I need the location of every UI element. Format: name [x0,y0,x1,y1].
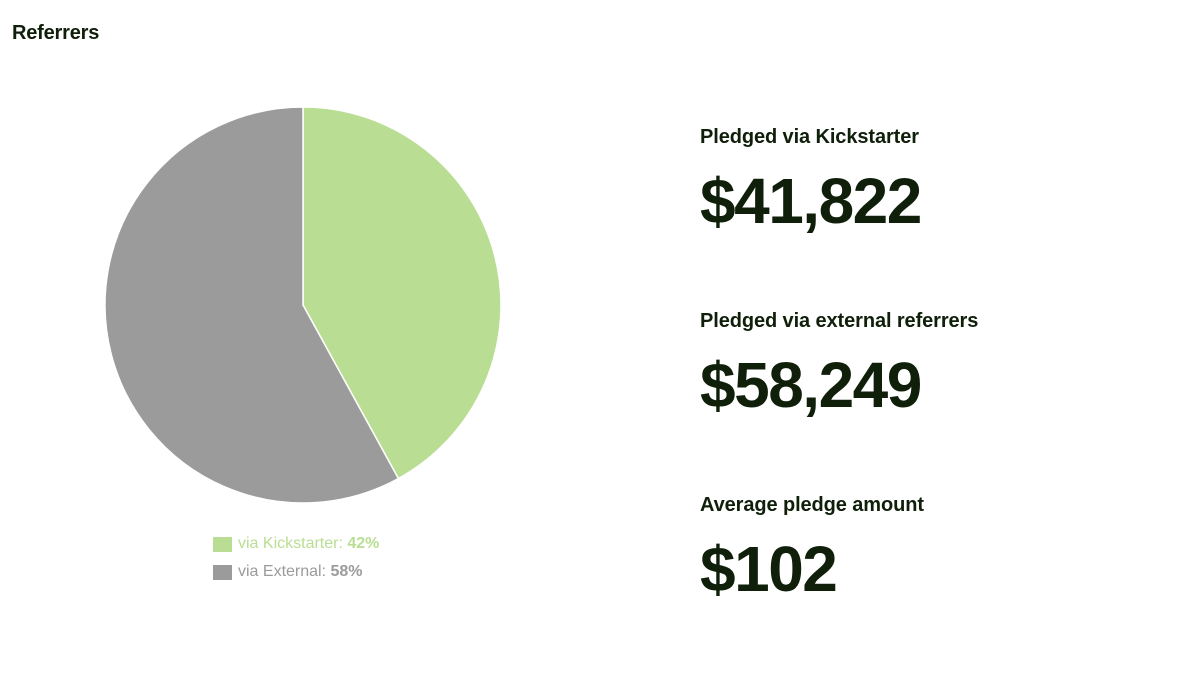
legend-item-kickstarter[interactable]: via Kickstarter: 42% [213,534,379,554]
legend-item-external[interactable]: via External: 58% [213,562,379,582]
stat-value-external: $58,249 [700,349,922,421]
stat-external: Pledged via external referrers $58,249 [700,310,1180,494]
legend-swatch-kickstarter [213,536,232,552]
pie-chart [100,102,506,508]
legend-swatch-external [213,564,232,580]
chart-legend: via Kickstarter: 42% via External: 58% [213,534,379,590]
stat-value-kickstarter: $41,822 [700,165,922,237]
stat-label-kickstarter: Pledged via Kickstarter [700,126,919,148]
stats-panel: Pledged via Kickstarter $41,822 Pledged … [700,126,1180,678]
stat-label-external: Pledged via external referrers [700,310,979,332]
legend-value-kickstarter: 42% [347,535,380,552]
stat-value-average: $102 [700,533,838,605]
legend-label-kickstarter: via Kickstarter: [238,535,343,552]
section-title: Referrers [12,22,100,44]
pie-slice-kickstarter[interactable] [302,106,502,480]
pie-slice-external[interactable] [104,106,400,504]
stat-average: Average pledge amount $102 [700,494,1180,678]
stat-kickstarter: Pledged via Kickstarter $41,822 [700,126,1180,310]
legend-label-external: via External: [238,563,327,580]
stat-label-average: Average pledge amount [700,494,924,516]
legend-value-external: 58% [330,563,363,580]
